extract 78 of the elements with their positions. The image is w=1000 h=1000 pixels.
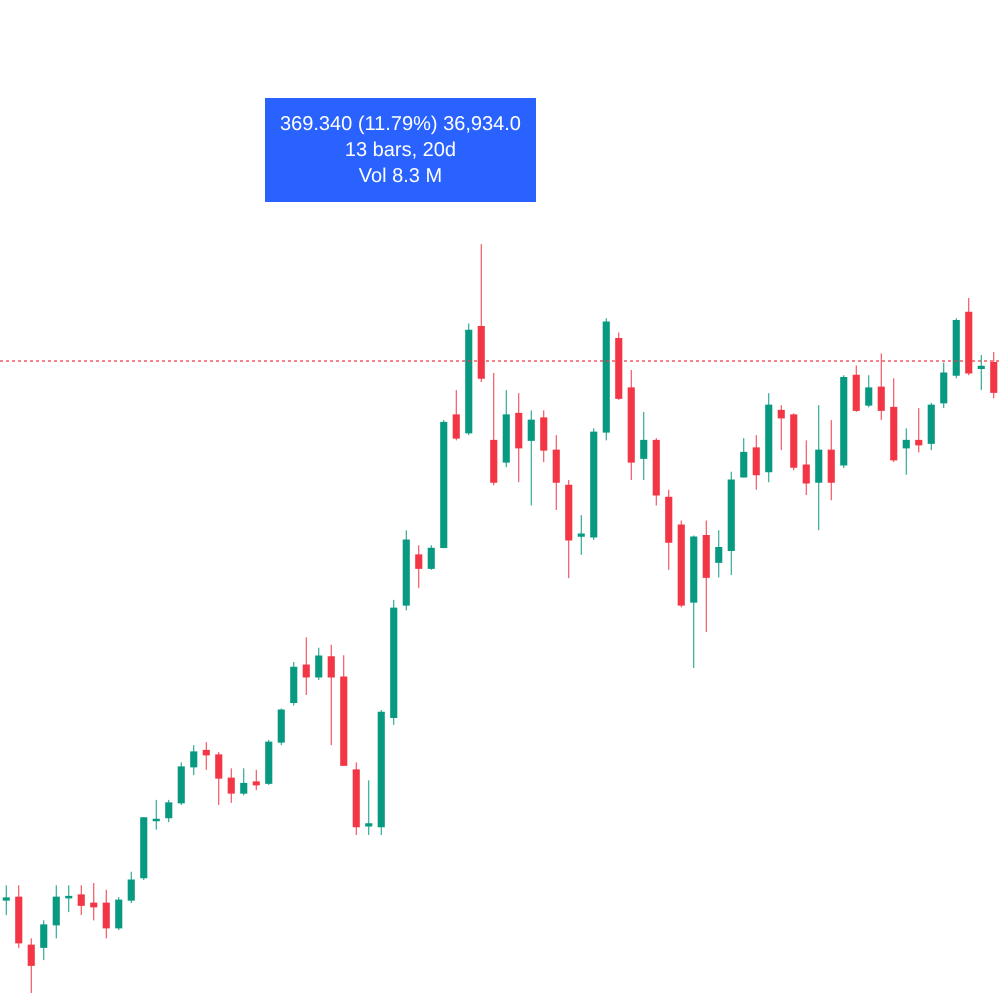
candlestick: [365, 780, 372, 836]
candlestick: [740, 438, 748, 478]
candlestick: [378, 709, 385, 836]
candlestick: [665, 489, 672, 570]
candlestick: [715, 530, 722, 578]
candlestick: [540, 410, 548, 463]
candlestick: [428, 544, 435, 570]
candlestick: [952, 318, 960, 379]
candlestick: [178, 762, 185, 806]
candlestick: [115, 896, 122, 931]
candlestick: [102, 889, 110, 939]
candlestick: [678, 520, 685, 608]
candlestick: [315, 647, 322, 680]
candlestick: [752, 434, 760, 490]
candlestick: [815, 404, 822, 531]
candlestick: [802, 440, 810, 496]
candlestick: [552, 434, 560, 510]
candlestick: [165, 799, 172, 823]
candlestick: [852, 364, 860, 412]
candlestick: [240, 768, 248, 796]
candlestick: [128, 871, 135, 904]
candlestick: [328, 644, 335, 746]
candlestick: [640, 411, 648, 481]
candlestick: [352, 762, 360, 836]
candlestick: [28, 938, 35, 994]
candlestick: [502, 390, 510, 468]
candlestick: [528, 410, 535, 506]
candlestick: [790, 412, 798, 471]
candlestick: [90, 882, 98, 921]
candlestick: [15, 884, 22, 949]
candlestick: [590, 428, 598, 540]
candlestick: [865, 374, 872, 408]
candlestick: [728, 471, 735, 576]
candlestick: [515, 392, 522, 483]
candlestick: [940, 362, 948, 409]
candlestick: [40, 920, 48, 961]
candlestick: [452, 390, 460, 441]
candlestick: [390, 599, 398, 726]
candlestick: [415, 544, 422, 588]
candlestick: [778, 404, 785, 451]
candlestick: [65, 884, 72, 913]
text: Vol 8.3 M: [358, 165, 442, 187]
candlestick: [302, 636, 310, 696]
candlestick: [78, 884, 85, 916]
candlestick: [215, 751, 222, 806]
candlestick: [565, 480, 572, 579]
candlestick: [828, 420, 835, 501]
text: 13 bars, 20d: [344, 139, 456, 161]
candlestick: [340, 654, 348, 766]
candlestick: [278, 708, 285, 746]
candlestick: [402, 530, 410, 611]
candlestick: [190, 744, 198, 776]
candlestick: [890, 378, 898, 463]
candlestick: [228, 768, 235, 804]
candlestick: [490, 372, 498, 486]
candlestick: [765, 392, 772, 483]
candlestick: [840, 374, 848, 469]
candlestick: [652, 438, 660, 506]
candlestick: [152, 799, 160, 830]
candlestick: [202, 742, 210, 770]
candlestick: [978, 354, 985, 391]
candlestick: [440, 420, 448, 549]
candlestick: [52, 884, 60, 939]
candlestick: [465, 323, 472, 436]
candlestick: [602, 318, 610, 441]
candlestick: [702, 520, 710, 633]
text: 369.340 (11.79%) 36,934.0: [280, 113, 521, 135]
candlestick: [690, 534, 698, 669]
candlestick: [902, 428, 910, 476]
candlestick: [915, 408, 922, 453]
candlestick: [140, 816, 148, 880]
candlestick: [578, 514, 585, 556]
candlestick: [2, 884, 10, 916]
candlestick: [628, 369, 635, 481]
candlestick: [265, 739, 272, 786]
candlestick: [252, 769, 260, 791]
candlestick: [290, 662, 298, 706]
candlestick: [928, 402, 935, 451]
